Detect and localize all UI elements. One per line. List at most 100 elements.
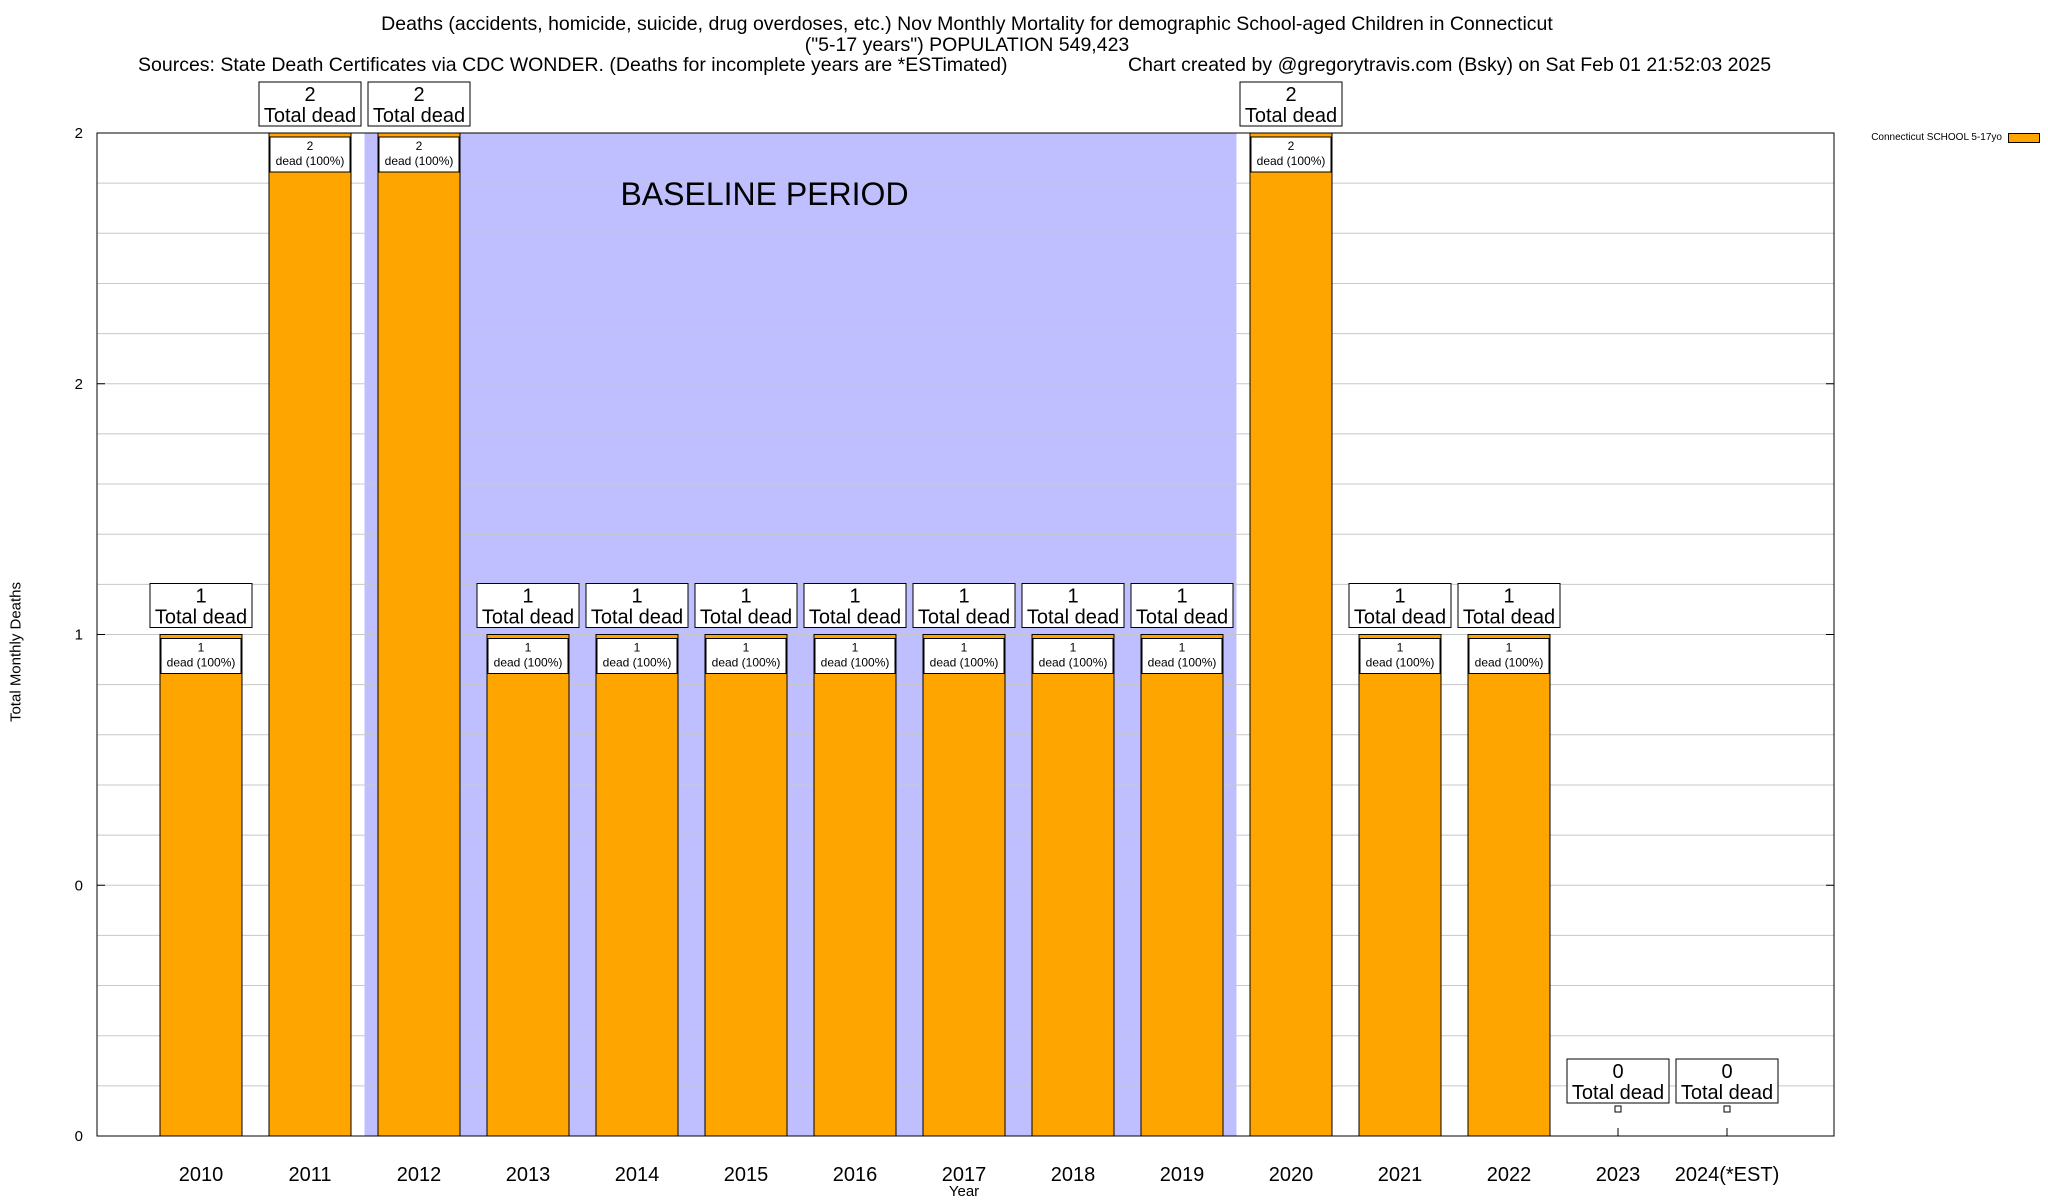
bar-inner-count-label: 1 <box>1179 641 1186 655</box>
plot-border <box>96 132 1835 1137</box>
bar-inner-label-box <box>487 638 569 674</box>
x-tick-label: 2016 <box>833 1164 878 1186</box>
legend-swatch <box>2008 132 2040 143</box>
total-dead-label: Total dead <box>1572 1082 1664 1104</box>
bar-inner-percent-label: dead (100%) <box>712 656 781 670</box>
total-dead-label: Total dead <box>918 607 1010 629</box>
total-dead-label: Total dead <box>373 105 465 127</box>
bar-inner-percent-label: dead (100%) <box>930 656 999 670</box>
x-tick-label: 2017 <box>942 1164 987 1186</box>
bar <box>1031 634 1115 1137</box>
total-count-label: 2 <box>304 84 315 106</box>
bar-inner-label-box <box>923 638 1005 674</box>
x-tick-label: 2019 <box>1160 1164 1205 1186</box>
total-label-box <box>1130 583 1234 628</box>
total-count-label: 1 <box>958 586 969 608</box>
bar <box>268 132 352 1137</box>
bar-inner-label-box <box>269 136 351 173</box>
x-tick-label: 2013 <box>506 1164 551 1186</box>
bar-inner-percent-label: dead (100%) <box>1039 656 1108 670</box>
total-count-label: 1 <box>1503 586 1514 608</box>
total-label-box <box>258 81 362 127</box>
total-dead-label: Total dead <box>1354 607 1446 629</box>
bar-inner-label-box <box>1032 638 1114 674</box>
bar-inner-label-box <box>1141 638 1223 674</box>
y-tick-label: 2 <box>75 376 83 393</box>
zero-value-marker <box>1614 1105 1622 1113</box>
bar <box>813 634 897 1137</box>
total-count-label: 1 <box>1067 586 1078 608</box>
bar-inner-count-label: 2 <box>307 139 314 153</box>
x-tick-label: 2020 <box>1269 1164 1314 1186</box>
bar <box>922 634 1006 1137</box>
x-axis-label: Year <box>948 1183 980 1200</box>
bar <box>1467 634 1551 1137</box>
total-count-label: 1 <box>1176 586 1187 608</box>
total-dead-label: Total dead <box>700 607 792 629</box>
total-dead-label: Total dead <box>1681 1082 1773 1104</box>
total-label-box <box>1566 1058 1670 1104</box>
bar-inner-count-label: 1 <box>1397 641 1404 655</box>
bar <box>1249 132 1333 1137</box>
bar <box>1140 634 1224 1137</box>
total-count-label: 2 <box>1285 84 1296 106</box>
total-label-box <box>149 583 253 628</box>
bar-inner-percent-label: dead (100%) <box>494 656 563 670</box>
chart-source-note: Sources: State Death Certificates via CD… <box>138 54 1008 76</box>
bar-inner-label-box <box>160 638 242 674</box>
bar-inner-count-label: 1 <box>634 641 641 655</box>
baseline-period-label: BASELINE PERIOD <box>620 176 908 212</box>
bar <box>377 132 461 1137</box>
bar <box>486 634 570 1137</box>
bar-inner-count-label: 1 <box>198 641 205 655</box>
x-tick-label: 2024(*EST) <box>1675 1164 1780 1186</box>
total-label-box <box>1239 81 1343 127</box>
bar-inner-count-label: 1 <box>961 641 968 655</box>
total-label-box <box>694 583 798 628</box>
bar-inner-label-box <box>814 638 896 674</box>
bar-inner-label-box <box>705 638 787 674</box>
bar <box>1358 634 1442 1137</box>
bar-inner-label-box <box>378 136 460 173</box>
total-label-box <box>476 583 580 628</box>
bar-inner-count-label: 2 <box>416 139 423 153</box>
total-dead-label: Total dead <box>482 607 574 629</box>
total-count-label: 1 <box>740 586 751 608</box>
total-dead-label: Total dead <box>809 607 901 629</box>
bar-inner-percent-label: dead (100%) <box>1148 656 1217 670</box>
total-dead-label: Total dead <box>591 607 683 629</box>
total-dead-label: Total dead <box>1027 607 1119 629</box>
x-tick-label: 2018 <box>1051 1164 1096 1186</box>
total-label-box <box>803 583 907 628</box>
bar-inner-label-box <box>1250 136 1332 173</box>
total-count-label: 1 <box>631 586 642 608</box>
total-label-box <box>1348 583 1452 628</box>
total-count-label: 1 <box>195 586 206 608</box>
bar-inner-percent-label: dead (100%) <box>1366 656 1435 670</box>
bar-inner-percent-label: dead (100%) <box>1257 154 1326 168</box>
bar-inner-count-label: 1 <box>852 641 859 655</box>
chart-title-line-2: ("5-17 years") POPULATION 549,423 <box>804 34 1130 56</box>
legend-label: Connecticut SCHOOL 5-17yo <box>1871 132 2002 143</box>
x-tick-label: 2012 <box>397 1164 442 1186</box>
y-tick-label: 0 <box>75 1128 83 1145</box>
bar-inner-percent-label: dead (100%) <box>603 656 672 670</box>
total-dead-label: Total dead <box>1463 607 1555 629</box>
total-count-label: 2 <box>413 84 424 106</box>
bar-inner-label-box <box>596 638 678 674</box>
total-dead-label: Total dead <box>264 105 356 127</box>
x-tick-label: 2023 <box>1596 1164 1641 1186</box>
bar-inner-percent-label: dead (100%) <box>385 154 454 168</box>
bar-inner-percent-label: dead (100%) <box>1475 656 1544 670</box>
x-tick-label: 2011 <box>288 1164 331 1186</box>
bar-inner-count-label: 1 <box>743 641 750 655</box>
bar-inner-count-label: 1 <box>525 641 532 655</box>
bar <box>159 634 243 1137</box>
total-count-label: 0 <box>1612 1061 1623 1083</box>
x-tick-label: 2010 <box>179 1164 224 1186</box>
chart-legend: Connecticut SCHOOL 5-17yo <box>1871 132 2040 143</box>
y-tick-label: 0 <box>75 877 83 894</box>
chart-credit-note: Chart created by @gregorytravis.com (Bsk… <box>1128 54 1772 76</box>
bar-inner-percent-label: dead (100%) <box>821 656 890 670</box>
